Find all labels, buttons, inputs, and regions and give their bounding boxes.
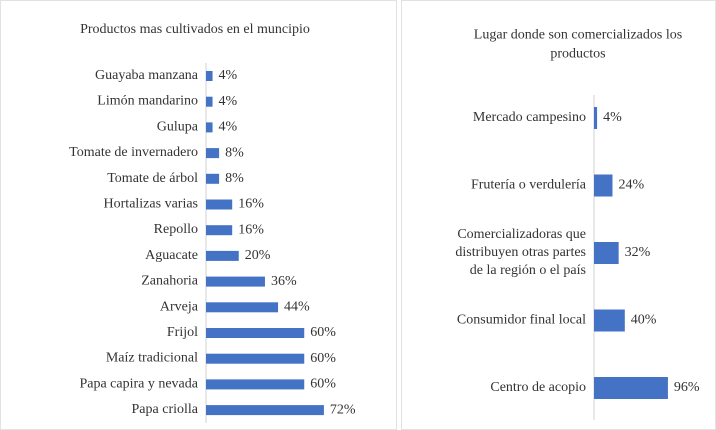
category-label: Limón mandarino bbox=[97, 94, 198, 109]
bar bbox=[206, 225, 233, 236]
data-label: 8% bbox=[225, 145, 244, 160]
bar bbox=[594, 309, 625, 332]
category-label: Tomate de árbol bbox=[107, 171, 198, 186]
data-label: 16% bbox=[238, 197, 264, 212]
bar bbox=[206, 405, 324, 416]
data-label: 36% bbox=[271, 274, 297, 289]
bar bbox=[206, 71, 213, 81]
category-label: Consumidor final local bbox=[457, 313, 586, 328]
category-label: Papa capira y nevada bbox=[79, 377, 198, 392]
data-label: 24% bbox=[618, 178, 644, 193]
bar bbox=[206, 328, 305, 338]
category-label: Tomate de invernadero bbox=[69, 145, 198, 160]
category-label: Mercado campesino bbox=[473, 110, 586, 125]
category-label: Papa criolla bbox=[132, 402, 199, 417]
bar bbox=[206, 353, 305, 364]
category-label: Guayaba manzana bbox=[95, 68, 199, 83]
chart-title: Lugar donde son comercializados los produ… bbox=[474, 28, 682, 62]
bar bbox=[206, 122, 213, 133]
bar bbox=[594, 107, 598, 129]
data-label: 60% bbox=[310, 377, 336, 392]
data-label: 20% bbox=[245, 248, 271, 263]
panel-border bbox=[401, 0, 716, 430]
bar bbox=[206, 379, 305, 390]
category-label: Arveja bbox=[160, 300, 199, 315]
category-label: Centro de acopio bbox=[490, 380, 586, 395]
bar bbox=[594, 174, 613, 197]
data-label: 4% bbox=[219, 68, 238, 83]
bar bbox=[206, 199, 233, 210]
bar bbox=[206, 148, 220, 159]
data-label: 4% bbox=[219, 94, 238, 109]
category-label: Frijol bbox=[167, 325, 198, 340]
data-label: 96% bbox=[674, 380, 700, 395]
category-label: Comercializadoras que distribuyen otras p… bbox=[455, 227, 586, 278]
category-label: Zanahoria bbox=[141, 274, 199, 289]
data-label: 4% bbox=[219, 120, 238, 135]
bar bbox=[206, 173, 220, 184]
category-label: Gulupa bbox=[157, 120, 199, 135]
data-label: 4% bbox=[603, 110, 622, 125]
category-label: Maíz tradicional bbox=[106, 351, 198, 366]
data-label: 44% bbox=[284, 300, 310, 315]
category-label: Frutería o verdulería bbox=[471, 178, 587, 193]
category-label: Aguacate bbox=[145, 248, 198, 263]
bar bbox=[594, 377, 668, 399]
data-label: 60% bbox=[310, 325, 336, 340]
category-label: Hortalizas varias bbox=[104, 197, 198, 212]
data-label: 8% bbox=[225, 171, 244, 186]
bar bbox=[206, 250, 239, 261]
bar bbox=[594, 242, 619, 264]
data-label: 16% bbox=[238, 222, 264, 237]
category-label: Repollo bbox=[154, 222, 198, 237]
data-label: 72% bbox=[330, 402, 356, 417]
panel-border bbox=[0, 0, 397, 430]
bar bbox=[206, 96, 213, 107]
data-label: 32% bbox=[625, 245, 651, 260]
data-label: 40% bbox=[631, 313, 657, 328]
chart-title: Productos mas cultivados en el muncipio bbox=[80, 22, 310, 37]
data-label: 60% bbox=[310, 351, 336, 366]
bar bbox=[206, 302, 279, 313]
bar bbox=[206, 276, 265, 287]
